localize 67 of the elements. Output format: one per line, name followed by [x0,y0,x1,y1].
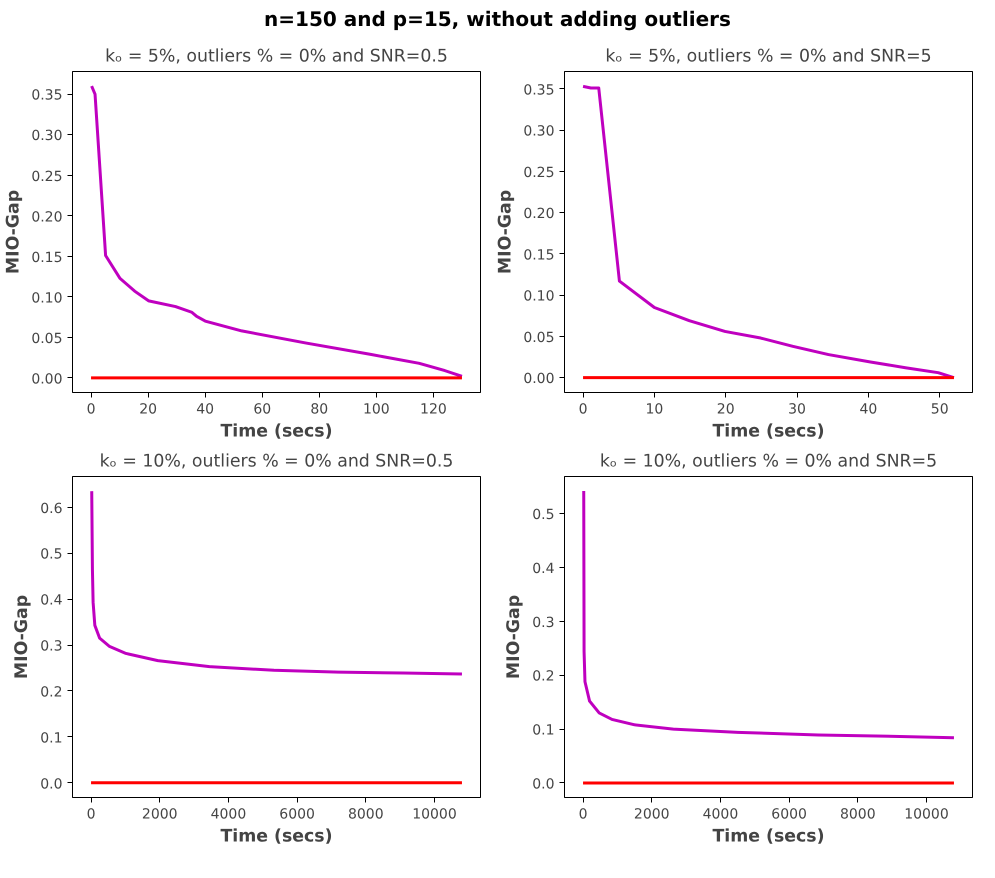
y-tick-label: 0.2 [532,668,554,684]
x-tick-label: 0 [86,401,96,418]
x-tick-label: 40 [196,401,214,418]
y-tick-label: 0.1 [532,722,554,738]
y-tick-label: 0.2 [40,684,62,700]
x-tick-label: 0 [86,806,96,822]
x-tick-label: 4000 [702,806,738,822]
y-tick-label: 0.35 [523,82,554,98]
x-tick-label: 8000 [348,806,384,822]
x-tick-label: 40 [859,401,878,418]
x-tick-label: 2000 [634,806,670,822]
y-tick-label: 0.30 [31,128,62,144]
y-tick-label: 0.3 [40,638,62,654]
y-tick-label: 0.0 [40,776,62,792]
x-tick-label: 20 [716,401,735,418]
y-tick-label: 0.00 [523,370,554,387]
chart-title: kₒ = 5%, outliers % = 0% and SNR=5 [605,46,932,66]
x-tick-label: 100 [363,401,390,418]
y-tick-label: 0.05 [31,330,62,346]
y-axis-title: MIO-Gap [3,189,24,274]
y-tick-label: 0.20 [523,206,554,222]
x-tick-label: 10000 [904,806,949,822]
y-tick-label: 0.00 [31,370,62,387]
y-tick-label: 0.0 [532,776,554,792]
x-tick-label: 0 [578,401,588,418]
x-tick-label: 8000 [840,806,876,822]
chart-title: kₒ = 5%, outliers % = 0% and SNR=0.5 [105,46,448,66]
x-tick-label: 4000 [210,806,246,822]
text: n=150 and p=15, without adding outliers [264,6,731,33]
y-tick-label: 0.6 [40,500,63,516]
x-tick-label: 6000 [279,806,315,822]
y-tick-label: 0.25 [523,164,554,180]
x-tick-label: 60 [253,401,272,418]
x-tick-label: 30 [788,401,806,418]
x-axis-title: Time (secs) [712,826,825,846]
x-axis-title: Time (secs) [220,421,333,442]
x-axis-title: Time (secs) [712,421,825,442]
x-tick-label: 0 [578,806,588,822]
y-tick-label: 0.25 [31,168,62,184]
y-axis-title: MIO-Gap [504,594,524,679]
x-tick-label: 50 [930,401,949,418]
y-axis-title: MIO-Gap [495,189,516,274]
chart-title: kₒ = 10%, outliers % = 0% and SNR=5 [600,451,938,472]
y-tick-label: 0.30 [523,123,554,140]
y-tick-label: 0.35 [31,87,62,104]
x-axis-title: Time (secs) [220,826,333,846]
y-tick-label: 0.15 [523,246,554,263]
x-tick-label: 120 [420,401,447,418]
y-tick-label: 0.20 [31,208,62,225]
y-tick-label: 0.5 [40,546,62,562]
x-tick-label: 20 [139,401,158,418]
y-tick-label: 0.4 [40,592,63,608]
y-tick-label: 0.05 [523,329,554,346]
y-axis-title: MIO-Gap [12,594,32,679]
y-tick-label: 0.5 [532,506,554,523]
y-tick-label: 0.1 [40,730,62,746]
y-tick-label: 0.4 [532,560,555,577]
x-tick-label: 10 [645,401,664,418]
x-tick-label: 6000 [771,806,807,822]
x-tick-label: 2000 [142,806,178,822]
y-tick-label: 0.3 [532,614,554,630]
y-tick-label: 0.15 [31,249,62,266]
y-tick-label: 0.10 [523,288,554,304]
y-tick-label: 0.10 [31,290,62,306]
chart-title: kₒ = 10%, outliers % = 0% and SNR=0.5 [100,451,454,472]
x-tick-label: 10000 [412,806,457,822]
x-tick-label: 80 [310,401,328,418]
